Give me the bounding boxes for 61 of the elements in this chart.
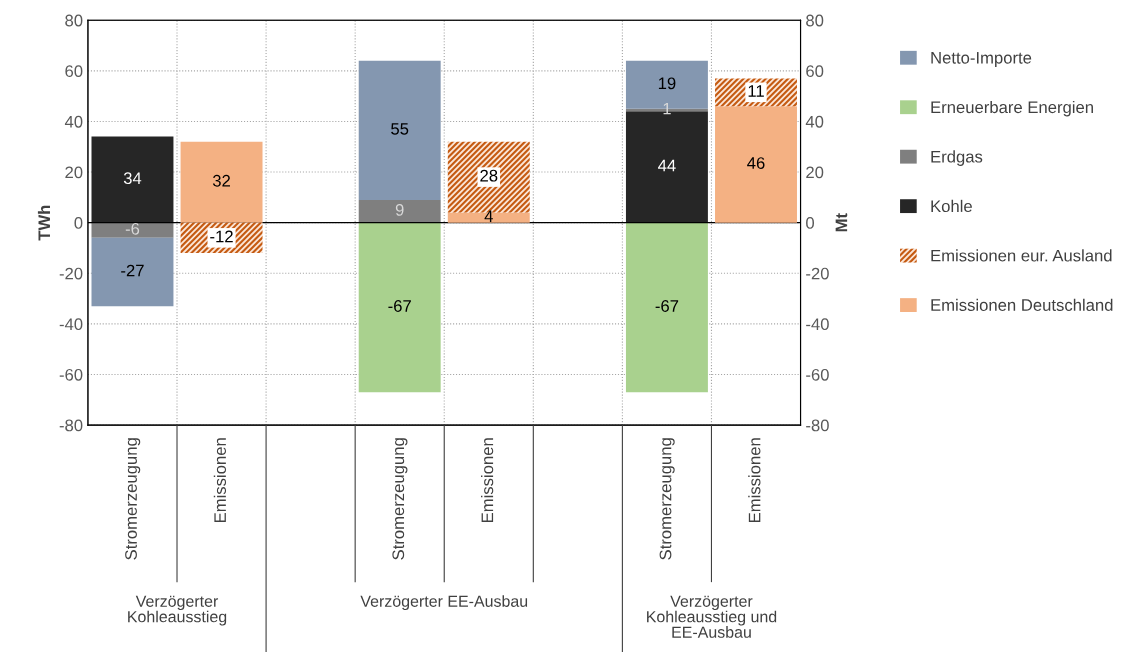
y2-tick-label: -40 xyxy=(806,318,829,331)
text: Verzögerter Kohleausstieg xyxy=(128,595,227,626)
data-label: -27 xyxy=(121,264,144,277)
bar xyxy=(180,141,263,223)
data-label: -67 xyxy=(388,300,411,312)
data-label: 34 xyxy=(123,172,142,185)
x-tick-label: Emissionen xyxy=(213,438,227,523)
y-axis-title: TWh xyxy=(37,205,50,241)
x-tick-label: Stromerzeugung xyxy=(392,438,408,560)
y-tick-label: 60 xyxy=(65,65,83,78)
data-label: 28 xyxy=(480,169,498,182)
legend-label: Erdgas xyxy=(931,150,983,166)
data-label: 4 xyxy=(484,210,493,222)
data-label: -67 xyxy=(655,300,679,312)
y2-tick-label: 60 xyxy=(806,65,824,78)
bar xyxy=(91,136,174,223)
legend-label: Erneuerbare Energien xyxy=(931,100,1093,117)
data-label: 44 xyxy=(658,159,676,172)
bar xyxy=(625,222,708,393)
y2-tick-label: 40 xyxy=(805,115,824,128)
bar xyxy=(715,106,797,223)
y2-tick-label: 20 xyxy=(806,166,824,179)
bar xyxy=(358,60,441,200)
y-tick-label: -60 xyxy=(59,368,83,381)
y2-tick-label: -60 xyxy=(806,368,829,381)
y-tick-label: -80 xyxy=(59,419,83,432)
y-tick-label: 80 xyxy=(65,14,83,27)
legend-label: Kohle xyxy=(931,199,972,213)
y-tick-label: 40 xyxy=(64,115,83,128)
bar xyxy=(447,212,530,223)
data-label: 32 xyxy=(212,174,230,187)
y2-tick-label: -80 xyxy=(806,419,829,432)
data-label: 55 xyxy=(391,123,409,135)
y-tick-label: 20 xyxy=(65,166,83,179)
x-tick-label: Emissionen xyxy=(481,438,494,523)
x-tick-label: Emissionen xyxy=(748,438,761,523)
legend-label: Emissionen eur. Ausland xyxy=(931,249,1112,262)
data-label: -12 xyxy=(210,230,233,243)
y-tick-label: -40 xyxy=(59,318,83,331)
bar xyxy=(358,199,441,223)
data-label: 19 xyxy=(658,77,676,90)
text: Verzögerter EE-Ausbau xyxy=(360,595,528,611)
x-tick-label: Stromerzeugung xyxy=(659,438,675,560)
y2-tick-label: -20 xyxy=(806,267,829,280)
data-label: 46 xyxy=(747,157,765,169)
data-label: 1 xyxy=(663,102,671,115)
y-tick-label: 0 xyxy=(74,217,83,229)
data-label: 11 xyxy=(748,85,764,97)
bar xyxy=(91,222,174,238)
y-tick-label: -20 xyxy=(59,267,83,280)
x-tick-label: Stromerzeugung xyxy=(125,438,141,560)
y2-tick-label: 0 xyxy=(806,217,815,229)
y2-tick-label: 80 xyxy=(806,14,824,27)
data-label: -6 xyxy=(125,222,140,235)
data-label: 9 xyxy=(395,203,404,216)
bar xyxy=(358,222,441,393)
legend-label: Netto-Importe xyxy=(931,52,1032,67)
bar xyxy=(91,237,174,307)
text: Verzögerter Kohleausstieg und EE-Ausbau xyxy=(647,595,777,638)
legend-label: Emissionen Deutschland xyxy=(931,298,1113,311)
y2-axis-title: Mt xyxy=(835,213,848,232)
